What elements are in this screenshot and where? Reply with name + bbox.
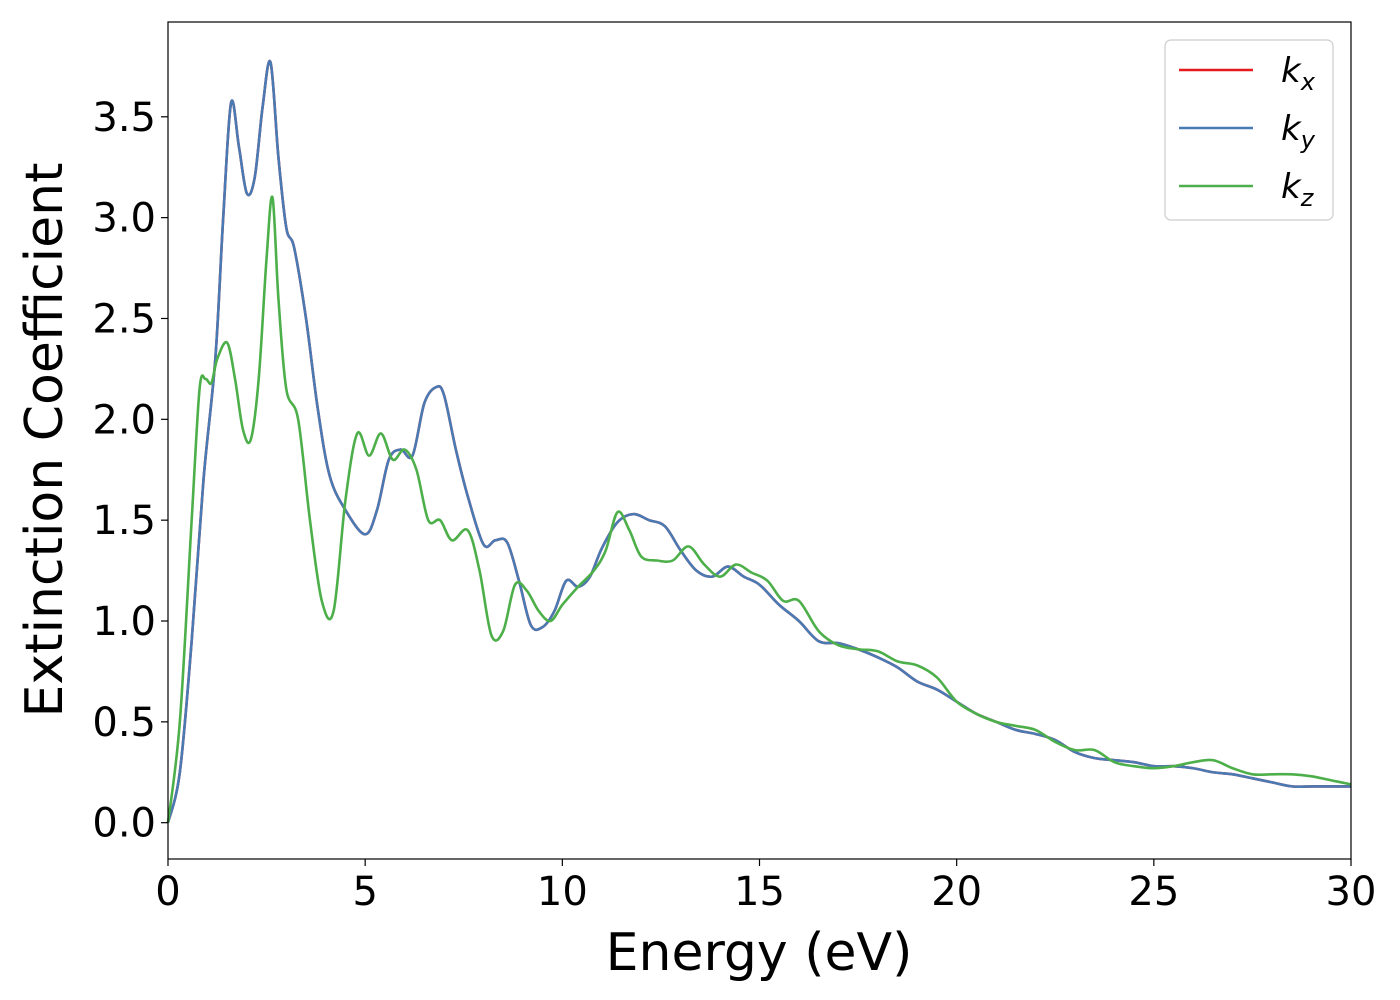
- x-tick-label: 0: [155, 869, 180, 915]
- x-tick-label: 5: [352, 869, 377, 915]
- y-tick-label: 1.0: [92, 599, 156, 645]
- x-tick-label: 20: [931, 869, 982, 915]
- y-tick-label: 2.5: [92, 296, 156, 342]
- x-tick-label: 30: [1326, 869, 1377, 915]
- y-tick-label: 0.5: [92, 700, 156, 746]
- y-tick-label: 0.0: [92, 801, 156, 847]
- y-axis: 0.0 0.5 1.0 1.5 2.0 2.5 3.0 3.5: [92, 95, 168, 847]
- legend-box: [1164, 39, 1334, 221]
- series-line-z: [166, 195, 1352, 823]
- x-tick-label: 10: [537, 869, 588, 915]
- x-axis-label: Energy (eV): [606, 923, 913, 983]
- y-tick-label: 1.5: [92, 498, 156, 544]
- y-tick-label: 2.0: [92, 397, 156, 443]
- y-axis-label: Extinction Coefficient: [15, 163, 75, 718]
- x-axis: 0 5 10 15 20 25 30: [155, 859, 1376, 915]
- y-tick-label: 3.5: [92, 95, 156, 141]
- x-tick-label: 15: [734, 869, 785, 915]
- series-group: [166, 59, 1352, 824]
- y-tick-label: 3.0: [92, 196, 156, 242]
- x-tick-label: 25: [1128, 869, 1179, 915]
